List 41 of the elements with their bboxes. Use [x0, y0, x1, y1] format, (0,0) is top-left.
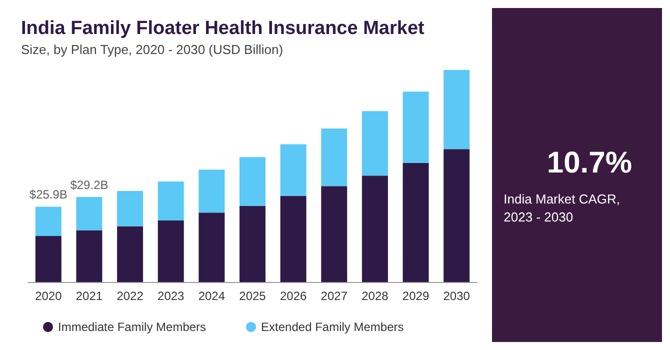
x-tick-label: 2022: [116, 289, 144, 303]
bar: [35, 206, 62, 236]
x-tick-label: 2023: [158, 289, 185, 303]
bar: [198, 212, 225, 282]
bar: [158, 220, 184, 282]
x-tick-label: 2029: [402, 289, 430, 303]
x-tick-label: 2020: [35, 289, 62, 303]
bar: [158, 182, 184, 221]
bar: [280, 144, 306, 196]
x-tick-label: 2028: [362, 289, 389, 303]
chart-title: India Family Floater Health Insurance Market: [21, 18, 426, 39]
x-tick-label: 2027: [320, 289, 348, 303]
text: India Market CAGR, 2023 - 2030: [504, 192, 620, 224]
bar: [198, 170, 225, 213]
x-tick-label: 2024: [198, 289, 226, 303]
x-tick-label: 2026: [280, 289, 307, 303]
bar: [280, 196, 306, 282]
bar: [117, 226, 144, 282]
legend-label: Immediate Family Members: [58, 320, 206, 334]
bar: [402, 92, 429, 163]
x-tick-label: 2030: [443, 289, 470, 303]
bar: [444, 149, 470, 282]
bar: [444, 70, 470, 150]
bar: [117, 191, 144, 226]
annotation: $29.2B: [70, 178, 108, 192]
bar: [362, 176, 388, 282]
text: 10.7%: [546, 146, 632, 180]
bar: [240, 206, 266, 282]
bar: [76, 196, 102, 230]
bar: [362, 111, 388, 176]
bar: [76, 230, 102, 282]
bar: [321, 186, 348, 282]
x-tick-label: 2021: [76, 289, 103, 303]
annotation: $25.9B: [29, 188, 68, 202]
bar: [321, 128, 348, 186]
chart-subtitle: Size, by Plan Type, 2020 - 2030 (USD Billion): [21, 42, 284, 57]
legend-label: Extended Family Members: [261, 320, 404, 334]
bar: [402, 162, 429, 282]
x-tick-label: 2025: [239, 289, 266, 303]
bar: [35, 236, 62, 282]
bar: [240, 157, 266, 206]
